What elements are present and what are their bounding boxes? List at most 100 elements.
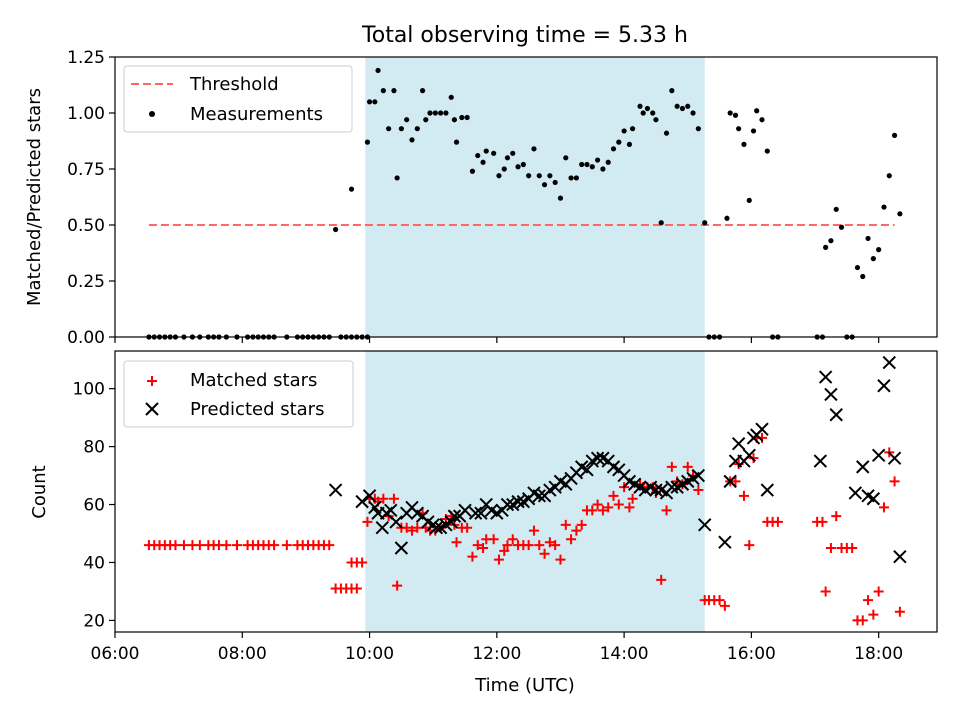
predicted-star-point (824, 387, 838, 402)
y-tick-label: 1.00 (67, 104, 105, 124)
matched-star-point (831, 511, 842, 522)
y-tick-label: 0.50 (67, 216, 105, 236)
measurement-point (674, 103, 680, 109)
measurement-point (658, 220, 664, 226)
x-tick-label: 14:00 (600, 644, 649, 664)
matched-star-point (451, 537, 462, 548)
measurement-point (573, 175, 579, 181)
predicted-star-point (389, 515, 403, 529)
matched-star-point (576, 519, 587, 530)
predicted-star-point (468, 506, 483, 520)
matched-star-point (388, 493, 399, 504)
y-tick-label: 60 (83, 496, 105, 516)
matched-star-point (656, 574, 667, 585)
matched-star-point (730, 476, 741, 487)
predicted-star-point (887, 451, 902, 465)
measurement-point (759, 117, 765, 123)
matched-star-point (863, 595, 874, 606)
predicted-star-point (458, 503, 472, 518)
measurement-point (348, 186, 355, 192)
legend-predicted-label: Predicted stars (190, 399, 324, 420)
measurement-point (333, 226, 339, 233)
measurement-point (685, 103, 691, 109)
measurement-point (510, 150, 516, 156)
predicted-star-point (362, 489, 377, 503)
measurement-point (663, 130, 670, 136)
matched-star-point (682, 461, 693, 472)
predicted-star-point (532, 489, 546, 503)
predicted-star-point (384, 503, 398, 518)
matched-star-point (412, 522, 423, 533)
predicted-star-point (871, 448, 886, 462)
measurement-point (366, 99, 373, 105)
predicted-star-point (590, 451, 605, 465)
measurement-point (451, 117, 458, 123)
predicted-star-point (328, 483, 343, 497)
measurement-point (621, 128, 627, 134)
y-tick-label: 80 (83, 438, 105, 458)
measurement-point (531, 146, 537, 152)
matched-star-point (378, 493, 389, 504)
measurement-point (496, 173, 502, 179)
measurement-point (427, 110, 433, 116)
matched-star-point (566, 534, 577, 545)
measurement-point (464, 114, 470, 121)
predicted-star-point (665, 480, 679, 494)
matched-star-point (613, 499, 624, 510)
matched-star-point (539, 548, 550, 559)
matched-star-point (406, 525, 417, 536)
matched-star-point (502, 540, 513, 551)
top-shaded-interval (365, 57, 705, 337)
measurement-point (594, 157, 601, 163)
y-tick-label: 1.25 (67, 48, 105, 68)
predicted-star-point (394, 541, 409, 555)
measurement-point (833, 206, 839, 212)
matched-star-point (627, 493, 638, 504)
matched-star-point (666, 461, 677, 472)
matched-star-point (603, 502, 614, 513)
measurement-point (536, 173, 542, 179)
top-panel: 0.00 0.25 0.50 0.75 1.00 1.25 Matched/Predict… (24, 48, 938, 348)
measurement-point (375, 67, 381, 74)
y-tick-label: 0.25 (67, 272, 105, 292)
top-x-ticks (114, 337, 880, 343)
predicted-star-point (877, 379, 891, 393)
measurement-point (616, 139, 622, 145)
predicted-star-point (500, 497, 515, 512)
predicted-star-point (742, 448, 756, 462)
measurement-point (475, 152, 481, 159)
matched-star-point (351, 583, 362, 594)
matched-star-point (873, 586, 884, 597)
predicted-star-point (474, 506, 488, 520)
matched-star-point (194, 540, 205, 551)
measurement-point (865, 235, 871, 242)
matched-star-point (825, 542, 836, 553)
top-y-axis-label: Matched/Predicted stars (24, 88, 45, 306)
measurement-point (480, 159, 486, 165)
measurement-point (398, 126, 404, 132)
measurement-point (860, 273, 866, 280)
matched-star-point (738, 490, 749, 501)
measurement-point (547, 173, 553, 179)
bottom-legend: Matched stars Predicted stars (123, 360, 354, 428)
matched-star-point (560, 519, 571, 530)
predicted-star-point (848, 486, 863, 500)
top-marks (146, 67, 903, 340)
bottom-panel: 20 40 60 80 100 06:00 08:00 10:00 12:00 14:00 16:… (29, 350, 938, 696)
measurement-point (541, 182, 548, 188)
matched-star-point (693, 485, 704, 496)
matched-star-point (507, 534, 518, 545)
matched-star-point (170, 540, 181, 551)
top-legend-box (123, 65, 353, 133)
measurement-point (754, 108, 760, 114)
measurement-point (438, 110, 444, 116)
matched-star-point (493, 554, 504, 565)
measurement-point (828, 238, 834, 244)
measurement-point (409, 137, 415, 143)
measurement-point (391, 88, 397, 94)
measurement-point (605, 159, 611, 165)
measurement-point (746, 197, 752, 203)
measurement-point (629, 126, 636, 132)
measurement-point (876, 247, 882, 253)
measurement-point (702, 220, 708, 226)
